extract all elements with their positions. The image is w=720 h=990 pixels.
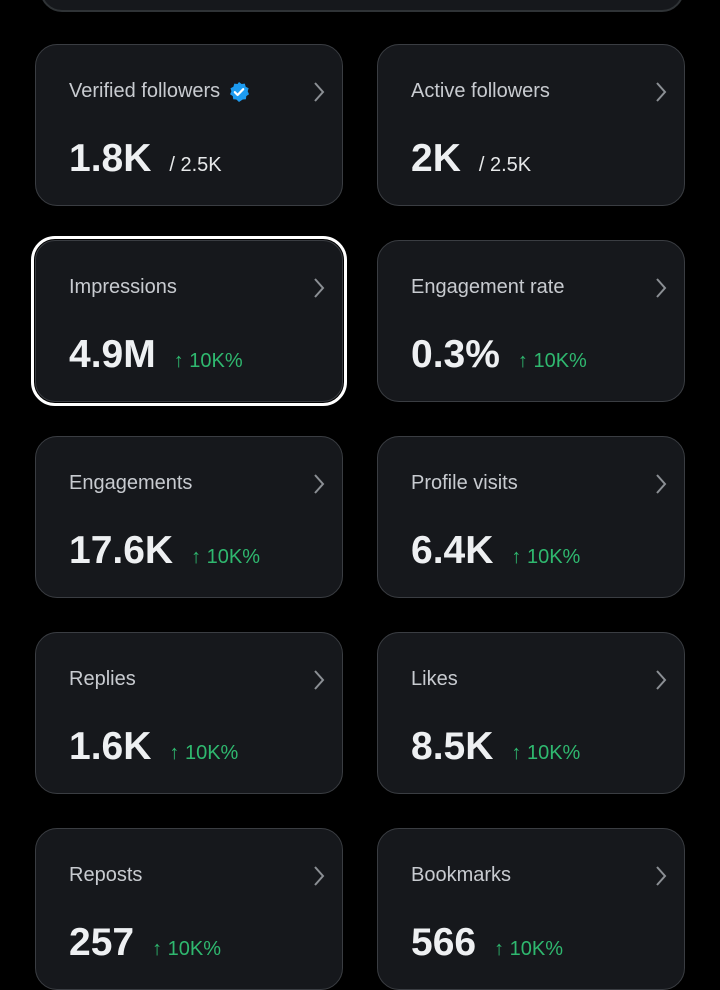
chevron — [656, 474, 667, 494]
metric-total: / 2.5K — [478, 154, 532, 176]
label-text: Likes — [411, 668, 458, 690]
metric-card[interactable]: Replies 1.6K ↑ 10K% — [35, 632, 343, 794]
metric-label: Likes — [411, 668, 458, 691]
metric-row: 6.4K ↑ 10K% — [411, 529, 580, 573]
label-text: Active followers — [411, 80, 550, 102]
metric-card[interactable]: Engagement rate 0.3% ↑ 10K% — [377, 240, 685, 402]
metric-value: 6.4K — [411, 529, 494, 572]
metric-value: 2K — [411, 137, 461, 180]
metric-label: Replies — [69, 668, 136, 691]
metric-card[interactable]: Reposts 257 ↑ 10K% — [35, 828, 343, 990]
chevron — [656, 82, 667, 102]
metric-row: 8.5K ↑ 10K% — [411, 725, 580, 769]
metric-card[interactable]: Profile visits 6.4K ↑ 10K% — [377, 436, 685, 598]
metric-row: 257 ↑ 10K% — [69, 921, 221, 965]
metric-change: ↑ 10K% — [494, 938, 564, 960]
metric-label: Bookmarks — [411, 864, 511, 887]
metric-change: ↑ 10K% — [191, 546, 261, 568]
metric-value: 1.8K — [69, 137, 152, 180]
label-text: Engagements — [69, 472, 193, 494]
label-text: Bookmarks — [411, 864, 512, 886]
label-text: Verified followers — [69, 80, 221, 102]
metric-value: 566 — [411, 921, 477, 964]
metric-row: 4.9M ↑ 10K% — [69, 333, 243, 377]
metric-card[interactable]: Verified followers 1.8K / 2.5K — [35, 44, 343, 206]
metric-value: 4.9M — [69, 333, 156, 376]
metric-label: Impressions — [69, 276, 177, 299]
metric-value: 8.5K — [411, 725, 494, 768]
chevron — [656, 670, 667, 690]
previous-card — [40, 0, 684, 12]
label-text: Profile visits — [411, 472, 518, 494]
metric-change: ↑ 10K% — [152, 938, 222, 960]
metric-label: Engagements — [69, 472, 192, 495]
verified-badge — [230, 81, 250, 102]
chevron — [314, 866, 325, 886]
chevron — [314, 82, 325, 102]
metric-row: 1.6K ↑ 10K% — [69, 725, 238, 769]
metric-change: ↑ 10K% — [511, 546, 581, 568]
chevron — [314, 670, 325, 690]
metric-label: Verified followers — [69, 80, 250, 103]
metric-change: ↑ 10K% — [173, 350, 243, 372]
metric-row: 1.8K / 2.5K — [69, 137, 222, 181]
metric-value: 1.6K — [69, 725, 152, 768]
metric-card[interactable]: Active followers 2K / 2.5K — [377, 44, 685, 206]
metric-label: Engagement rate — [411, 276, 564, 299]
metric-row: 566 ↑ 10K% — [411, 921, 563, 965]
metric-row: 0.3% ↑ 10K% — [411, 333, 587, 377]
metric-change: ↑ 10K% — [169, 742, 239, 764]
metric-change: ↑ 10K% — [511, 742, 581, 764]
metric-value: 0.3% — [411, 333, 500, 376]
metric-label: Active followers — [411, 80, 550, 103]
metric-card[interactable]: Bookmarks 566 ↑ 10K% — [377, 828, 685, 990]
metric-label: Reposts — [69, 864, 142, 887]
metric-card[interactable]: Likes 8.5K ↑ 10K% — [377, 632, 685, 794]
label-text: Engagement rate — [411, 276, 565, 298]
metric-total: / 2.5K — [169, 154, 222, 176]
label-text: Replies — [69, 668, 136, 690]
chevron — [656, 866, 667, 886]
chevron — [656, 278, 667, 298]
label-text: Impressions — [69, 276, 177, 298]
chevron — [314, 474, 325, 494]
metric-card[interactable]: Engagements 17.6K ↑ 10K% — [35, 436, 343, 598]
label-text: Reposts — [69, 864, 143, 886]
metric-row: 2K / 2.5K — [411, 137, 531, 181]
metric-row: 17.6K ↑ 10K% — [69, 529, 260, 573]
metric-value: 17.6K — [69, 529, 174, 572]
metric-card[interactable]: Impressions 4.9M ↑ 10K% — [31, 236, 347, 406]
chevron — [314, 278, 325, 298]
metric-change: ↑ 10K% — [517, 350, 587, 372]
metric-label: Profile visits — [411, 472, 518, 495]
metric-value: 257 — [69, 921, 135, 964]
